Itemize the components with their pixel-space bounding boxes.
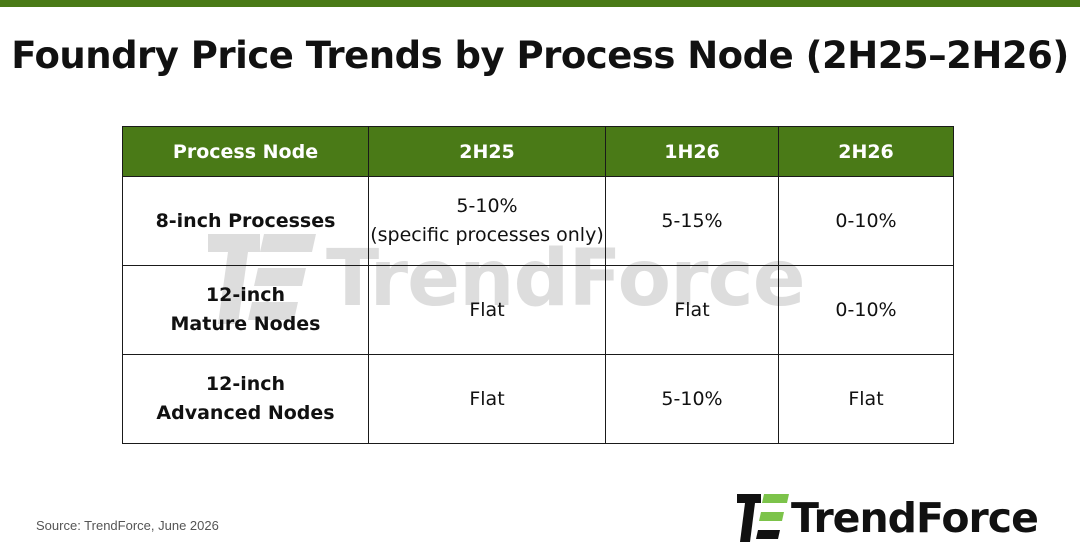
table-row: 12-inch Advanced Nodes Flat 5-10% Flat — [122, 354, 954, 444]
cell-value: 5-10% — [661, 387, 723, 410]
source-note: Source: TrendForce, June 2026 — [36, 518, 219, 533]
cell-value: Flat — [469, 298, 505, 321]
cell-value: 5-10% — [456, 195, 518, 217]
cell-mature-1h26: Flat — [605, 265, 779, 355]
cell-value: 0-10% — [835, 298, 897, 321]
row-label-line: 12-inch — [205, 373, 286, 395]
row-label-8-inch: 8-inch Processes — [122, 176, 369, 266]
page-title: Foundry Price Trends by Process Node (2H… — [11, 34, 1069, 77]
row-label-12-inch-mature: 12-inch Mature Nodes — [122, 265, 369, 355]
row-label-line: Advanced Nodes — [156, 402, 335, 424]
cell-value: 5-15% — [661, 209, 723, 232]
cell-note: (specific processes only) — [370, 224, 604, 246]
cell-value: Flat — [848, 387, 884, 410]
column-header-2h26: 2H26 — [778, 126, 954, 177]
table-row: 8-inch Processes 5-10% (specific process… — [122, 176, 954, 266]
cell-8-inch-1h26: 5-15% — [605, 176, 779, 266]
row-label-line: Mature Nodes — [170, 313, 321, 335]
column-header-1h26: 1H26 — [605, 126, 779, 177]
cell-advanced-2h25: Flat — [368, 354, 606, 444]
column-header-process-node: Process Node — [122, 126, 369, 177]
top-accent-bar — [0, 0, 1080, 7]
row-label-line: 8-inch Processes — [155, 209, 336, 232]
cell-value: 0-10% — [835, 209, 897, 232]
trendforce-logo-icon — [737, 494, 789, 542]
cell-value: Flat — [469, 387, 505, 410]
cell-advanced-2h26: Flat — [778, 354, 954, 444]
column-header-2h25: 2H25 — [368, 126, 606, 177]
cell-mature-2h26: 0-10% — [778, 265, 954, 355]
table-header-row: Process Node 2H25 1H26 2H26 — [122, 126, 954, 177]
price-trends-table: Process Node 2H25 1H26 2H26 8-inch Proce… — [122, 126, 954, 444]
trendforce-logo: TrendForce — [737, 494, 1057, 544]
table-row: 12-inch Mature Nodes Flat Flat 0-10% — [122, 265, 954, 355]
cell-mature-2h25: Flat — [368, 265, 606, 355]
row-label-line: 12-inch — [205, 284, 286, 306]
cell-8-inch-2h25: 5-10% (specific processes only) — [368, 176, 606, 266]
cell-value: Flat — [674, 298, 710, 321]
row-label-12-inch-advanced: 12-inch Advanced Nodes — [122, 354, 369, 444]
logo-wordmark: TrendForce — [791, 494, 1039, 542]
cell-8-inch-2h26: 0-10% — [778, 176, 954, 266]
cell-advanced-1h26: 5-10% — [605, 354, 779, 444]
